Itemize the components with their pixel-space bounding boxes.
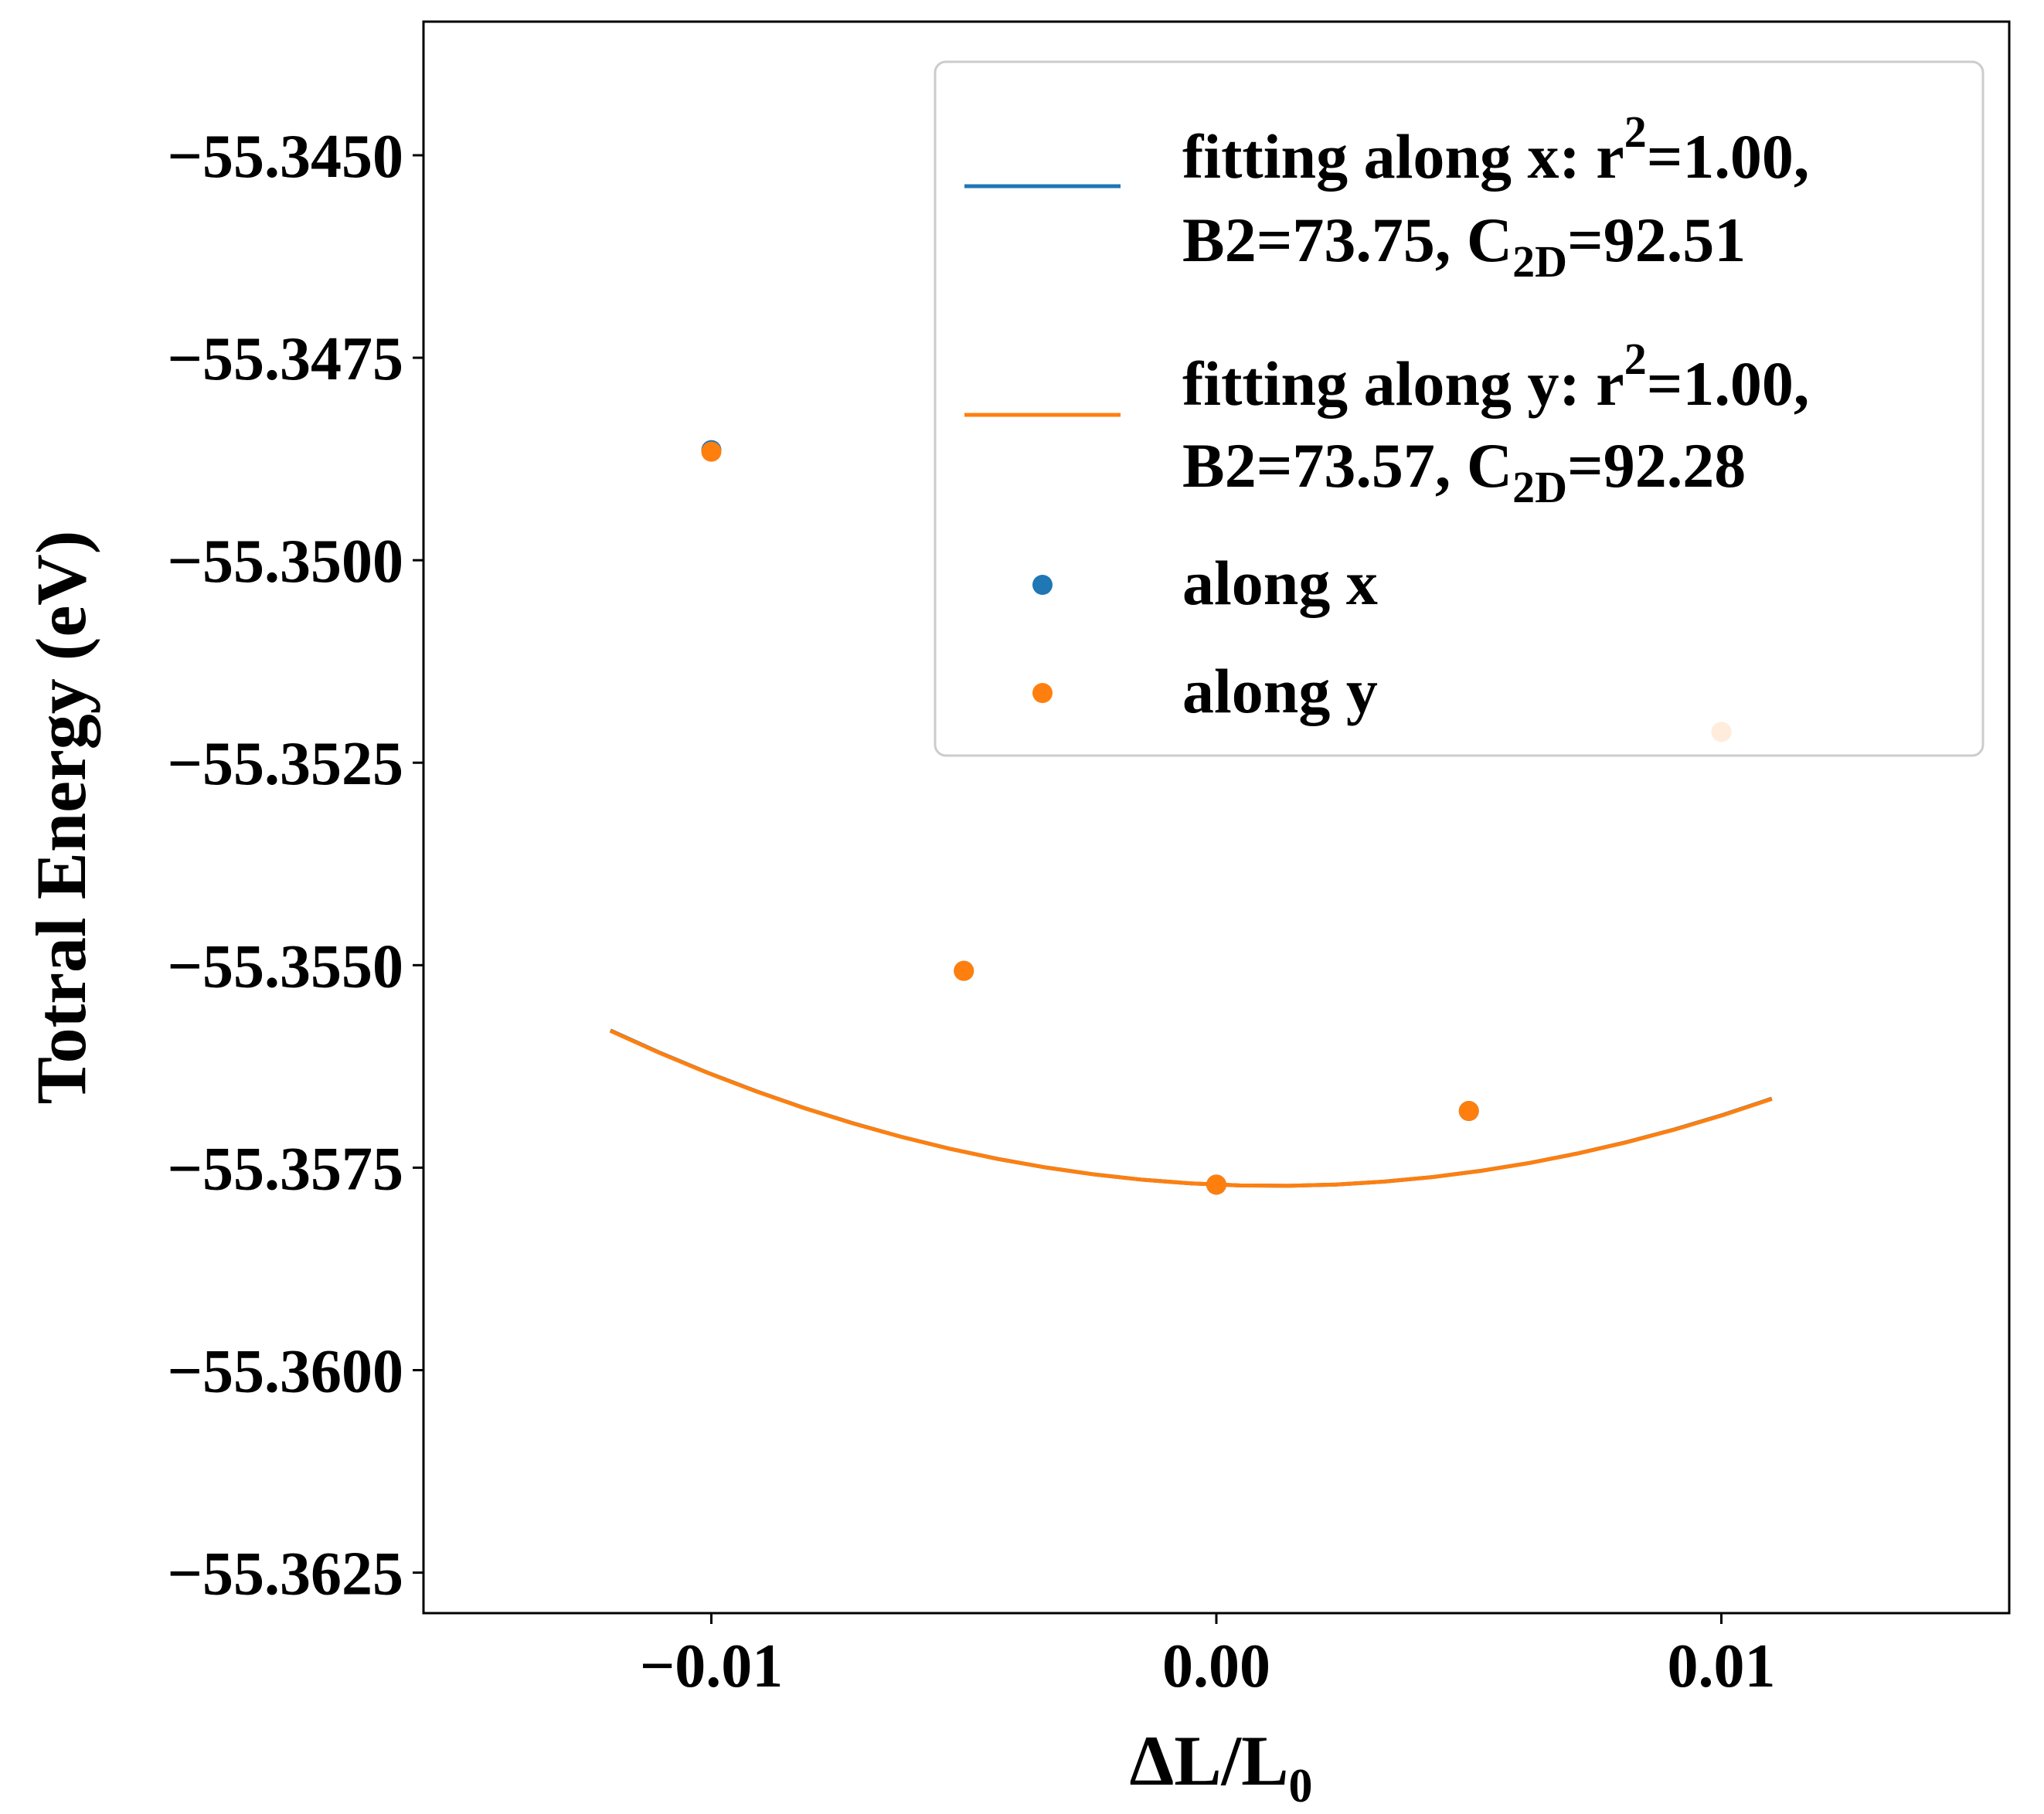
data-point-pts_y [1206,1174,1226,1195]
y-axis-ticks: −55.3450 −55.3475 −55.3500 −55.3525 −55.3550… [167,123,423,1608]
y-tick-label: −55.3625 [167,1541,403,1608]
series-line-fit_y [609,1028,1773,1188]
legend-label-fit-y-line2: B2=73.57, C2D=92.28 [1182,430,1746,512]
data-point-pts_y [954,960,974,981]
legend-label-fit-y-line1: fitting along y: r2=1.00, [1182,334,1809,419]
y-tick-label: −55.3525 [167,730,403,798]
x-tick-label: 0.01 [1668,1632,1776,1700]
y-axis-label: Totral Energy (eV) [22,531,100,1105]
x-axis-ticks: −0.01 0.00 0.01 [640,1613,1776,1700]
y-tick-label: −55.3575 [167,1135,403,1203]
plot-frame [422,20,2011,1615]
legend-label-along-y: along y [1182,656,1378,726]
y-tick-label: −55.3600 [167,1337,403,1405]
y-tick-label: −55.3550 [167,932,403,1000]
y-tick-label: −55.3450 [167,123,403,191]
legend-box [934,60,1984,757]
y-tick-label: −55.3475 [167,325,403,393]
legend-label-fit-x-line2: B2=73.75, C2D=92.51 [1182,205,1746,287]
legend: fitting along x: r2=1.00, B2=73.75, C2D=… [934,60,1984,757]
x-tick-label: 0.00 [1162,1632,1270,1700]
legend-label-fit-x-line1: fitting along x: r2=1.00, [1182,107,1809,192]
data-point-pts_y [1458,1101,1479,1122]
data-point-pts_y [701,441,722,462]
x-axis-label-subscript: 0 [1288,1760,1312,1812]
legend-marker-along-y [1032,683,1053,703]
fit-lines [609,1028,1773,1188]
x-axis-label: ΔL/L0 [1130,1721,1313,1812]
legend-marker-along-x [1032,575,1053,595]
y-tick-label: −55.3500 [167,528,403,596]
legend-label-along-x: along x [1182,548,1378,618]
x-tick-label: −0.01 [640,1632,784,1700]
